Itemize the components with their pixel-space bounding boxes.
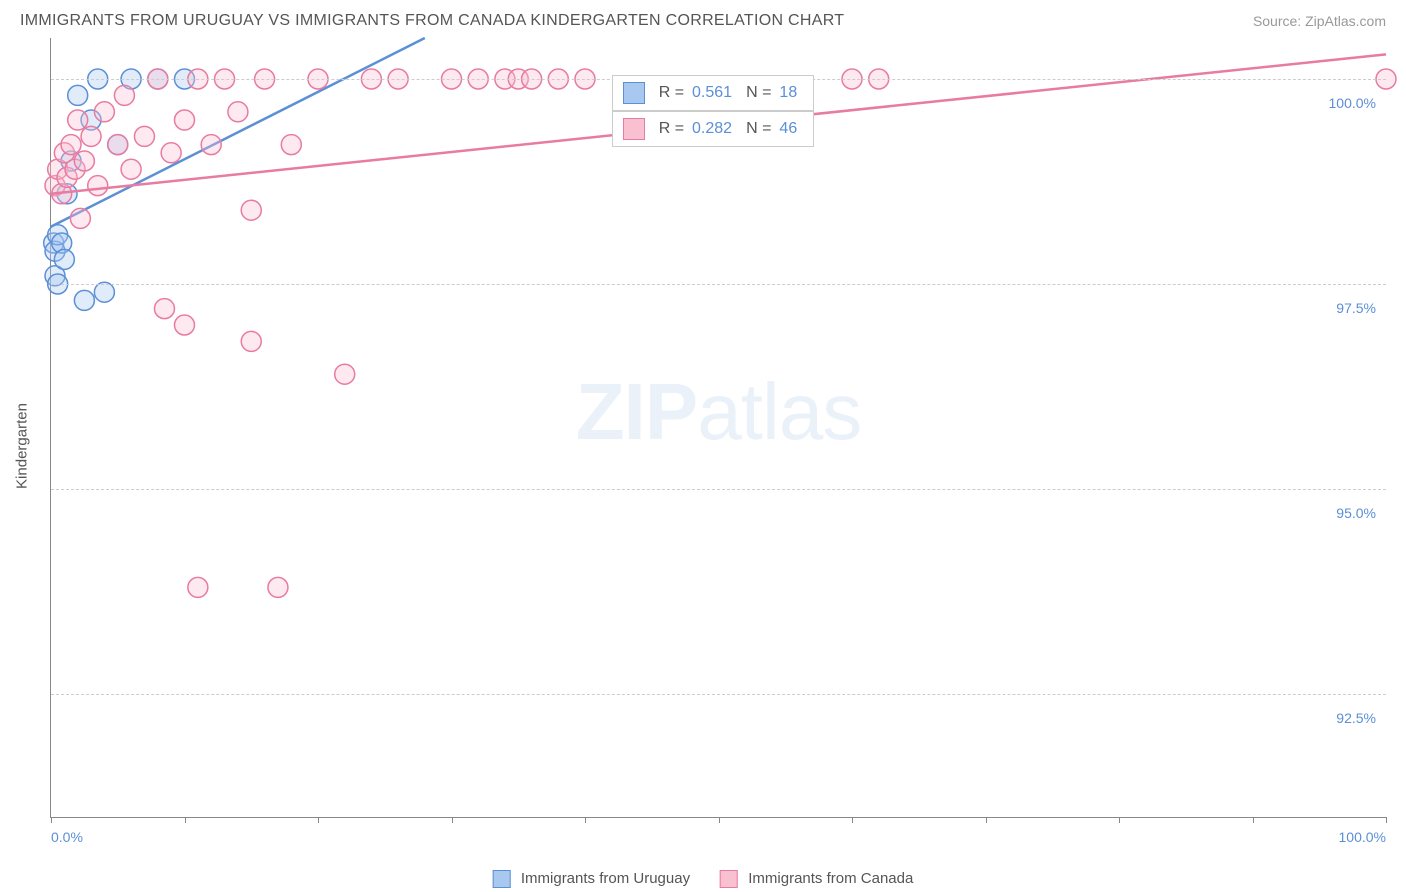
marker-canada — [121, 159, 141, 179]
xtick-label-max: 100.0% — [1339, 829, 1386, 845]
y-axis-label: Kindergarten — [14, 403, 31, 489]
n-label: N = — [746, 84, 771, 102]
ytick-label: 100.0% — [1329, 95, 1376, 111]
xtick — [1119, 817, 1120, 823]
plot-area: ZIPatlas — [51, 38, 1386, 817]
legend-label-canada: Immigrants from Canada — [748, 870, 913, 887]
xtick — [185, 817, 186, 823]
gridline-h — [51, 694, 1386, 695]
ytick-label: 92.5% — [1336, 710, 1376, 726]
marker-canada — [175, 110, 195, 130]
gridline-h — [51, 284, 1386, 285]
marker-canada — [94, 102, 114, 122]
legend-bottom: Immigrants from Uruguay Immigrants from … — [493, 870, 914, 888]
r-value: 0.282 — [692, 120, 732, 138]
legend-item-uruguay: Immigrants from Uruguay — [493, 870, 690, 888]
marker-uruguay — [74, 290, 94, 310]
swatch-uruguay-stats — [623, 82, 645, 104]
gridline-h — [51, 489, 1386, 490]
marker-canada — [335, 364, 355, 384]
marker-uruguay — [94, 282, 114, 302]
chart-header: IMMIGRANTS FROM URUGUAY VS IMMIGRANTS FR… — [0, 0, 1406, 38]
marker-canada — [281, 135, 301, 155]
marker-canada — [188, 577, 208, 597]
marker-uruguay — [68, 85, 88, 105]
marker-canada — [154, 299, 174, 319]
xtick — [1253, 817, 1254, 823]
legend-label-uruguay: Immigrants from Uruguay — [521, 870, 690, 887]
n-value: 46 — [779, 120, 797, 138]
swatch-canada — [720, 870, 738, 888]
ytick-label: 97.5% — [1336, 300, 1376, 316]
xtick — [986, 817, 987, 823]
xtick — [452, 817, 453, 823]
marker-canada — [201, 135, 221, 155]
xtick — [51, 817, 52, 823]
xtick — [1386, 817, 1387, 823]
xtick — [318, 817, 319, 823]
xtick — [719, 817, 720, 823]
marker-canada — [114, 85, 134, 105]
stats-box-uruguay: R = 0.561 N = 18 — [612, 75, 815, 111]
r-label: R = — [659, 84, 684, 102]
n-label: N = — [746, 120, 771, 138]
chart-svg — [51, 38, 1386, 817]
xtick-label-min: 0.0% — [51, 829, 83, 845]
marker-canada — [241, 200, 261, 220]
marker-canada — [68, 110, 88, 130]
marker-canada — [81, 126, 101, 146]
ytick-label: 95.0% — [1336, 505, 1376, 521]
r-value: 0.561 — [692, 84, 732, 102]
marker-canada — [88, 176, 108, 196]
trendline-uruguay — [51, 38, 425, 227]
marker-canada — [228, 102, 248, 122]
chart-source: Source: ZipAtlas.com — [1253, 13, 1386, 29]
r-label: R = — [659, 120, 684, 138]
legend-item-canada: Immigrants from Canada — [720, 870, 913, 888]
marker-canada — [268, 577, 288, 597]
n-value: 18 — [779, 84, 797, 102]
xtick — [852, 817, 853, 823]
marker-canada — [134, 126, 154, 146]
marker-canada — [70, 208, 90, 228]
xtick — [585, 817, 586, 823]
marker-uruguay — [54, 249, 74, 269]
marker-canada — [61, 135, 81, 155]
marker-canada — [175, 315, 195, 335]
marker-canada — [241, 331, 261, 351]
marker-canada — [161, 143, 181, 163]
swatch-canada-stats — [623, 118, 645, 140]
marker-canada — [108, 135, 128, 155]
swatch-uruguay — [493, 870, 511, 888]
chart-container: ZIPatlas 92.5%95.0%97.5%100.0%0.0%100.0%… — [50, 38, 1386, 818]
stats-box-canada: R = 0.282 N = 46 — [612, 111, 815, 147]
marker-canada — [74, 151, 94, 171]
chart-title: IMMIGRANTS FROM URUGUAY VS IMMIGRANTS FR… — [20, 12, 844, 30]
